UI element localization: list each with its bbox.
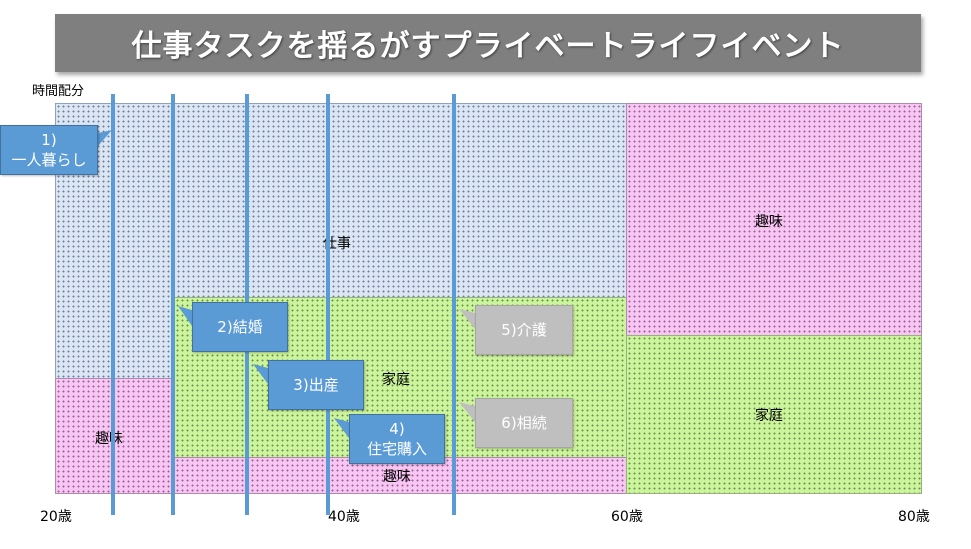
hobby-left-label: 趣味 (95, 431, 123, 447)
event-4-number: 4) (389, 420, 405, 438)
event-6-label: 6)相続 (501, 414, 547, 432)
tail-2 (178, 306, 192, 326)
family-mid-label: 家庭 (382, 372, 410, 388)
event-3-label: 3)出産 (293, 376, 339, 394)
family-right-label: 家庭 (755, 408, 783, 424)
hobby-region-right (626, 103, 922, 336)
hobby-right-label: 趣味 (755, 214, 783, 230)
event-callout-1: 1) 一人暮らし (0, 125, 98, 175)
event-line-2 (171, 94, 175, 515)
tail-1 (98, 130, 112, 146)
family-region-right (626, 335, 922, 494)
event-4-label: 住宅購入 (366, 440, 427, 458)
event-callout-6: 6)相続 (475, 398, 573, 448)
hobby-region-left (55, 378, 175, 494)
hobby-bottom-label: 趣味 (383, 469, 411, 485)
event-5-label: 5)介護 (501, 321, 547, 339)
event-1-number: 1) (41, 131, 57, 149)
y-axis-label: 時間配分 (32, 84, 85, 99)
event-line-1 (111, 94, 115, 515)
tail-3 (253, 364, 268, 384)
event-line-5 (452, 94, 456, 515)
tail-5 (459, 309, 475, 329)
age-tick-60: 60歳 (611, 509, 643, 525)
work-label: 仕事 (323, 236, 351, 252)
title-banner: 仕事タスクを揺るがすプライベートライフイベント (55, 14, 921, 72)
diagram-title: 仕事タスクを揺るがすプライベートライフイベント (131, 29, 845, 64)
event-line-4 (326, 94, 330, 515)
event-callout-2: 2)結婚 (192, 302, 288, 352)
event-1-label: 一人暮らし (11, 151, 87, 169)
age-tick-80: 80歳 (898, 509, 930, 525)
event-2-label: 2)結婚 (217, 318, 263, 336)
event-callout-3: 3)出産 (268, 360, 364, 410)
tail-6 (459, 402, 475, 422)
event-callout-5: 5)介護 (475, 305, 573, 355)
age-tick-40: 40歳 (328, 509, 360, 525)
event-callout-4: 4) 住宅購入 (349, 414, 445, 464)
tail-4 (334, 418, 349, 438)
age-tick-20: 20歳 (40, 509, 72, 525)
